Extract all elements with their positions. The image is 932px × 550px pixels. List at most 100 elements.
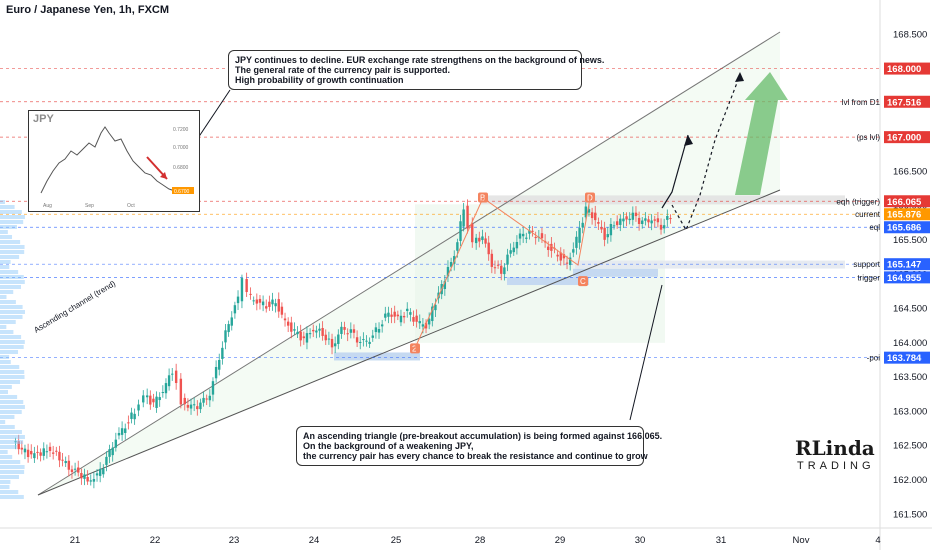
candle-body	[161, 392, 165, 394]
candle-body	[130, 412, 133, 419]
candle-body	[268, 301, 271, 307]
demand-zone-d	[573, 268, 658, 277]
volume-profile-bar	[0, 320, 16, 324]
candle-body	[540, 233, 544, 239]
level-badge-text: 165.876	[887, 210, 921, 221]
candle-body	[315, 330, 318, 333]
candle-body	[55, 450, 58, 452]
candle-body	[245, 278, 248, 293]
level-label: eql	[869, 223, 880, 232]
pattern-path	[414, 197, 591, 349]
candle-body	[402, 315, 406, 318]
candle-body	[340, 326, 343, 334]
candle-body	[503, 267, 506, 275]
volume-profile-bar	[0, 225, 17, 229]
candle-body	[550, 243, 553, 251]
candle-body	[308, 333, 312, 335]
candle-body	[581, 222, 584, 228]
candle-body	[352, 329, 356, 333]
candle-body	[192, 404, 196, 406]
volume-profile-bar	[0, 440, 24, 444]
candle-body	[478, 237, 481, 242]
candle-body	[644, 218, 647, 221]
x-tick-label: 25	[391, 535, 402, 546]
candle-body	[102, 468, 105, 475]
candle-body	[324, 334, 327, 341]
candle-body	[474, 237, 478, 244]
candle-body	[434, 304, 437, 311]
candle-body	[534, 237, 537, 239]
channel-lower-line	[37, 189, 781, 496]
jpy-inset-chart: JPY 0.7200 0.7000 0.6800 0.6700 Aug Sep …	[28, 110, 200, 212]
level-badge	[884, 208, 930, 221]
candle-body	[218, 359, 221, 370]
y-tick-label: 164.500	[893, 304, 927, 315]
candle-body	[283, 318, 287, 321]
candle-body	[51, 452, 55, 454]
volume-profile-bar	[0, 285, 21, 289]
volume-profile-bar	[0, 245, 25, 249]
inset-arrow-head	[160, 172, 167, 179]
volume-profile-bar	[0, 235, 13, 239]
candle-body	[108, 449, 111, 457]
level-label: eqh (trigger)	[836, 197, 880, 206]
candle-body	[208, 395, 212, 401]
candle-body	[374, 327, 378, 333]
x-tick-label: 31	[716, 535, 727, 546]
candle-body	[64, 461, 67, 464]
candle-body	[590, 212, 594, 219]
inset-x-label: Oct	[127, 203, 135, 209]
x-tick-label: 30	[635, 535, 646, 546]
y-tick-label: 164.000	[893, 338, 927, 349]
candle-body	[406, 308, 409, 312]
volume-profile-bar	[0, 300, 16, 304]
candle-body	[562, 254, 566, 259]
level-badge	[884, 351, 930, 364]
candle-body	[528, 230, 531, 234]
candle-body	[625, 216, 628, 220]
candle-body	[98, 468, 102, 476]
inset-y-label: 0.6800	[173, 165, 189, 171]
candle-body	[512, 247, 515, 253]
x-tick-label: 21	[70, 535, 81, 546]
candle-body	[650, 220, 653, 224]
candle-body	[547, 246, 550, 250]
candle-body	[587, 209, 591, 213]
x-tick-label: 28	[475, 535, 486, 546]
candle-body	[387, 312, 390, 317]
y-tick-label: 163.000	[893, 406, 927, 417]
candle-body	[459, 221, 462, 241]
candle-body	[456, 242, 459, 251]
volume-profile-bar	[0, 490, 19, 494]
candle-body	[333, 343, 337, 347]
candle-body	[659, 224, 663, 230]
point-marker-label: D	[587, 193, 593, 202]
candle-body	[337, 334, 340, 344]
candle-body	[39, 452, 42, 456]
logo-main-text: RLinda	[795, 436, 875, 460]
demand-zone-poi	[334, 352, 420, 361]
candle-body	[481, 236, 484, 241]
candle-body	[33, 453, 36, 459]
candle-body	[662, 225, 666, 229]
volume-profile-bar	[0, 210, 22, 214]
candle-body	[597, 222, 600, 224]
candle-body	[95, 473, 99, 476]
candle-body	[70, 469, 74, 472]
candle-body	[427, 318, 431, 325]
candle-body	[277, 299, 280, 312]
inset-y-label: 0.7200	[173, 127, 189, 133]
level-badge-text: 167.000	[887, 133, 921, 144]
candle-body	[575, 236, 578, 248]
candle-body	[183, 397, 186, 405]
level-badge-text: 165.147	[887, 260, 921, 271]
volume-profile-bar	[0, 450, 8, 454]
candle-body	[111, 447, 114, 456]
candle-body	[261, 301, 265, 306]
candle-body	[171, 373, 174, 375]
candle-body	[490, 253, 494, 267]
candle-body	[77, 467, 80, 473]
candle-body	[327, 338, 331, 340]
volume-profile-bar	[0, 480, 11, 484]
